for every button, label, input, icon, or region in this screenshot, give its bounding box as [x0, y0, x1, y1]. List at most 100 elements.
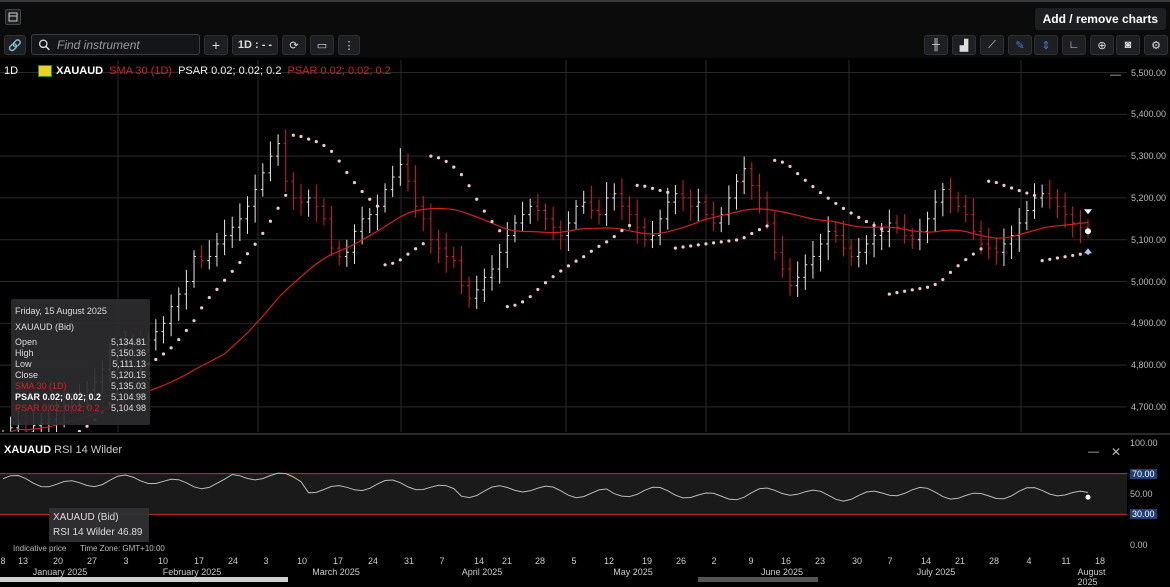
rsi-close-button[interactable]: ✕: [1111, 445, 1122, 459]
tooltip-label: Low: [15, 359, 32, 369]
more-options-icon[interactable]: ⋮: [338, 35, 360, 55]
candle: [1024, 200, 1029, 231]
camera-icon[interactable]: ◙: [1116, 35, 1140, 55]
psar-dot: [291, 133, 295, 137]
psar-dot: [719, 240, 723, 244]
legend-sma[interactable]: SMA 30 (1D): [109, 65, 173, 77]
candle: [245, 196, 250, 234]
chart-minimize-button[interactable]: —: [1110, 69, 1121, 81]
settings-gear-icon[interactable]: ⚙: [1144, 35, 1168, 55]
time-tick-label: 14: [920, 556, 932, 566]
psar-dot: [444, 159, 448, 164]
rsi-axis[interactable]: 100.00 70.00 50.00 30.00 0.00: [1127, 437, 1170, 551]
time-tick-label: 31: [403, 556, 415, 566]
candle: [467, 276, 472, 308]
psar-dot: [605, 240, 609, 244]
psar-dot: [421, 242, 425, 246]
psar-dot: [887, 292, 891, 296]
candle: [497, 243, 502, 284]
rsi-minimize-button[interactable]: —: [1088, 446, 1099, 458]
tooltip-value: 5,104.98: [110, 392, 146, 402]
chart-type-icon[interactable]: ▭: [310, 35, 334, 55]
psar-dot: [322, 143, 326, 148]
legend-psar-2[interactable]: PSAR 0.02; 0.02; 0.2: [287, 65, 391, 77]
price-chart[interactable]: [0, 60, 1130, 432]
psar-dot: [627, 223, 632, 228]
rsi-tooltip: XAUAUD (Bid) RSI 14 Wilder 46.89: [49, 508, 149, 542]
rsi-tooltip-symbol: XAUAUD (Bid): [53, 512, 119, 523]
psar-dot: [1048, 257, 1052, 261]
psar-dot: [689, 244, 693, 248]
tooltip-value: 5,134.81: [110, 337, 146, 347]
price-axis[interactable]: 5,500.00 5,400.00 5,300.00 5,200.00 5,100.00…: [1127, 60, 1170, 432]
time-scrollbar-right[interactable]: [698, 577, 818, 582]
month-label: January 2025: [32, 567, 88, 577]
panel-divider[interactable]: [0, 433, 1170, 435]
draw-tool-icon[interactable]: ✎: [1008, 35, 1032, 55]
psar-dot: [77, 429, 82, 432]
add-remove-charts-button[interactable]: Add / remove charts: [1034, 8, 1166, 30]
time-tick-label: 14: [473, 556, 485, 566]
psar-dot: [169, 346, 173, 350]
psar-dot: [245, 252, 250, 256]
indicators-icon[interactable]: ╫: [924, 35, 948, 55]
rsi-legend-label[interactable]: RSI 14 Wilder: [54, 444, 122, 456]
candle: [887, 209, 892, 248]
psar-dot: [1017, 188, 1021, 193]
candle: [268, 141, 273, 182]
candle: [589, 185, 594, 220]
psar-dot: [543, 281, 548, 285]
time-tick-label: 11: [1061, 556, 1071, 566]
legend-psar-1[interactable]: PSAR 0.02; 0.02; 0.2: [178, 65, 282, 77]
time-tick-label: 7: [887, 556, 893, 566]
psar-dot: [742, 236, 746, 240]
candle: [314, 184, 319, 223]
trendline-icon[interactable]: ⟋: [980, 35, 1004, 55]
psar-dot: [864, 219, 869, 224]
time-scrollbar[interactable]: [0, 577, 288, 582]
psar-dot: [903, 289, 907, 293]
candle: [925, 211, 930, 244]
candle: [1078, 209, 1083, 244]
price-tick-label: 4,700.00: [1131, 401, 1167, 412]
search-input[interactable]: [55, 36, 199, 53]
candle: [681, 179, 686, 212]
psar-dot: [696, 243, 700, 247]
time-tick-label: 18: [1094, 556, 1106, 566]
psar-dot: [765, 224, 769, 228]
psar-dot: [841, 206, 846, 210]
time-tick-label: 24: [227, 556, 239, 566]
rsi-chart[interactable]: [0, 437, 1130, 551]
tooltip-row: SMA 30 (1D) 5,135.03: [15, 381, 146, 391]
legend-symbol[interactable]: XAUAUD: [56, 65, 104, 77]
candle: [780, 235, 785, 278]
psar-dot: [971, 252, 975, 256]
candle: [520, 201, 525, 231]
layout-icon[interactable]: [5, 9, 21, 25]
top-bar: Add / remove charts: [0, 0, 1170, 32]
crosshair-icon[interactable]: ⇕: [1034, 35, 1058, 55]
psar-dot: [750, 231, 754, 236]
candle: [535, 193, 540, 221]
time-tick-label: 5: [571, 556, 577, 566]
add-symbol-button[interactable]: +: [204, 35, 228, 55]
psar-dot: [994, 180, 998, 185]
tooltip-label: Open: [15, 337, 38, 347]
refresh-icon[interactable]: ⟳: [282, 35, 306, 55]
axis-icon[interactable]: ∟: [1062, 35, 1086, 55]
link-icon[interactable]: 🔗: [4, 35, 26, 55]
month-label: July 2025: [916, 567, 956, 577]
psar-dot: [658, 188, 662, 193]
candle: [910, 228, 915, 249]
candle: [856, 238, 861, 268]
psar-dot: [414, 247, 418, 251]
psar-dot: [498, 229, 502, 233]
candle: [749, 161, 754, 200]
tooltip-label: SMA 30 (1D): [15, 381, 67, 391]
chart-style-icon[interactable]: ▟: [952, 35, 976, 55]
zoom-icon[interactable]: ⊕: [1090, 35, 1114, 55]
psar-dot: [757, 228, 762, 232]
instrument-search[interactable]: [31, 34, 200, 55]
interval-button[interactable]: 1D : - -: [232, 35, 278, 55]
candle: [405, 153, 410, 192]
